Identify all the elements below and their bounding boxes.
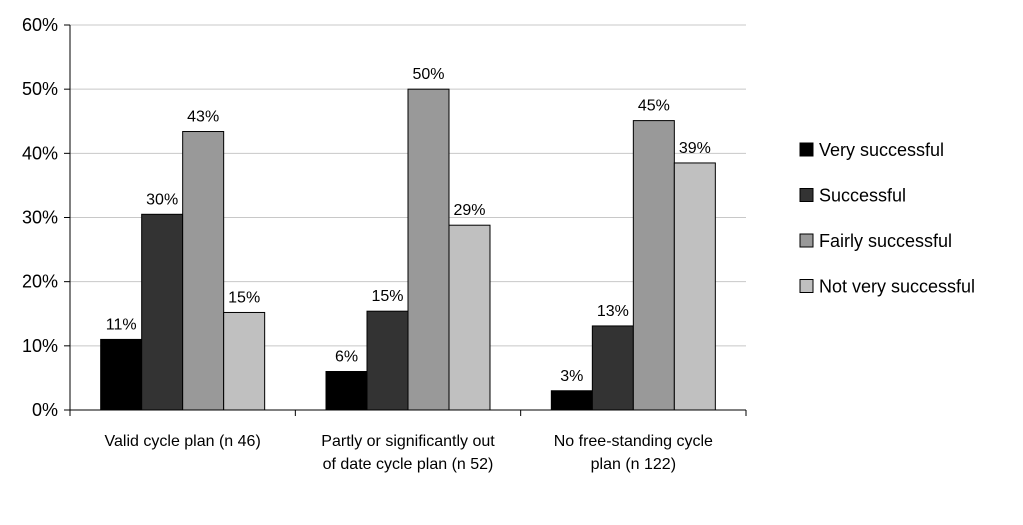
bar bbox=[408, 89, 449, 410]
legend-swatch bbox=[800, 234, 813, 247]
data-label: 30% bbox=[146, 191, 178, 208]
legend-swatch bbox=[800, 143, 813, 156]
legend-label: Not very successful bbox=[819, 277, 975, 297]
category-label: Valid cycle plan (n 46) bbox=[105, 433, 261, 450]
category-label: plan (n 122) bbox=[591, 456, 676, 473]
bar bbox=[592, 326, 633, 410]
bar bbox=[224, 312, 265, 410]
bar bbox=[142, 214, 183, 410]
category-label: of date cycle plan (n 52) bbox=[323, 456, 494, 473]
data-label: 15% bbox=[228, 289, 260, 306]
data-label: 29% bbox=[453, 202, 485, 219]
data-label: 13% bbox=[597, 303, 629, 320]
y-tick-label: 50% bbox=[22, 79, 58, 99]
data-label: 11% bbox=[106, 316, 137, 333]
legend-swatch bbox=[800, 280, 813, 293]
y-tick-label: 40% bbox=[22, 143, 58, 163]
y-tick-label: 20% bbox=[22, 272, 58, 292]
y-tick-label: 10% bbox=[22, 336, 58, 356]
bar bbox=[183, 132, 224, 410]
y-tick-label: 30% bbox=[22, 208, 58, 228]
category-label: Partly or significantly out bbox=[321, 433, 495, 450]
bar bbox=[449, 225, 490, 410]
legend-swatch bbox=[800, 189, 813, 202]
bar bbox=[367, 311, 408, 410]
y-tick-label: 0% bbox=[32, 400, 58, 420]
data-label: 15% bbox=[371, 288, 403, 305]
legend-label: Very successful bbox=[819, 140, 944, 160]
bar bbox=[326, 372, 367, 411]
bar bbox=[674, 163, 715, 410]
data-label: 3% bbox=[560, 368, 583, 385]
y-tick-label: 60% bbox=[22, 15, 58, 35]
legend-label: Fairly successful bbox=[819, 231, 952, 251]
category-label: No free-standing cycle bbox=[554, 433, 713, 450]
data-label: 6% bbox=[335, 349, 358, 366]
data-label: 50% bbox=[412, 66, 444, 83]
data-label: 43% bbox=[187, 109, 219, 126]
bar bbox=[551, 391, 592, 410]
legend-label: Successful bbox=[819, 186, 906, 206]
bar bbox=[101, 339, 142, 410]
data-label: 45% bbox=[638, 98, 670, 115]
legend: Very successful Successful Fairly successf… bbox=[800, 140, 975, 297]
bars bbox=[101, 89, 716, 410]
bar bbox=[633, 121, 674, 410]
data-label: 39% bbox=[679, 140, 711, 157]
